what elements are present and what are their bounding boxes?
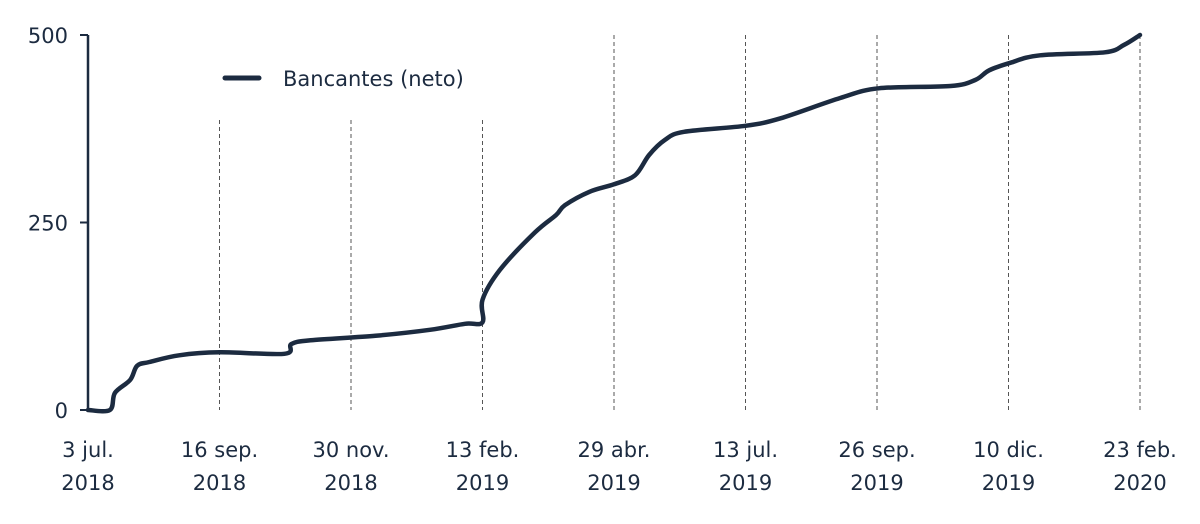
x-tick-label-year: 2019 xyxy=(456,471,509,495)
x-tick-label-year: 2019 xyxy=(587,471,640,495)
x-tick-label: 26 sep. xyxy=(838,438,915,462)
x-tick-label-year: 2018 xyxy=(193,471,246,495)
x-tick-label: 29 abr. xyxy=(578,438,651,462)
x-tick-label-year: 2018 xyxy=(324,471,377,495)
x-tick-label-year: 2019 xyxy=(850,471,903,495)
y-tick-label: 0 xyxy=(55,399,68,423)
x-tick-label: 10 dic. xyxy=(973,438,1044,462)
x-axis: 3 jul. 2018 16 sep. 2018 30 nov. 2018 13 feb. 2… xyxy=(61,438,1177,495)
gridlines xyxy=(219,35,1141,410)
legend-label: Bancantes (neto) xyxy=(283,67,464,91)
x-tick-label: 16 sep. xyxy=(181,438,258,462)
x-tick-label-year: 2020 xyxy=(1113,471,1166,495)
x-tick-label: 13 jul. xyxy=(713,438,778,462)
y-tick-label: 250 xyxy=(28,212,68,236)
legend: Bancantes (neto) xyxy=(222,67,464,91)
y-tick-label: 500 xyxy=(28,24,68,48)
x-tick-label: 23 feb. xyxy=(1103,438,1177,462)
series-line xyxy=(85,32,1143,414)
x-tick-label-year: 2019 xyxy=(719,471,772,495)
series-layer xyxy=(85,32,1143,414)
x-tick-label: 3 jul. xyxy=(62,438,114,462)
x-tick-label: 13 feb. xyxy=(446,438,520,462)
x-tick-label-year: 2018 xyxy=(61,471,114,495)
x-tick-label: 30 nov. xyxy=(312,438,389,462)
x-tick-label-year: 2019 xyxy=(982,471,1035,495)
y-axis: 0 250 500 xyxy=(28,24,90,423)
